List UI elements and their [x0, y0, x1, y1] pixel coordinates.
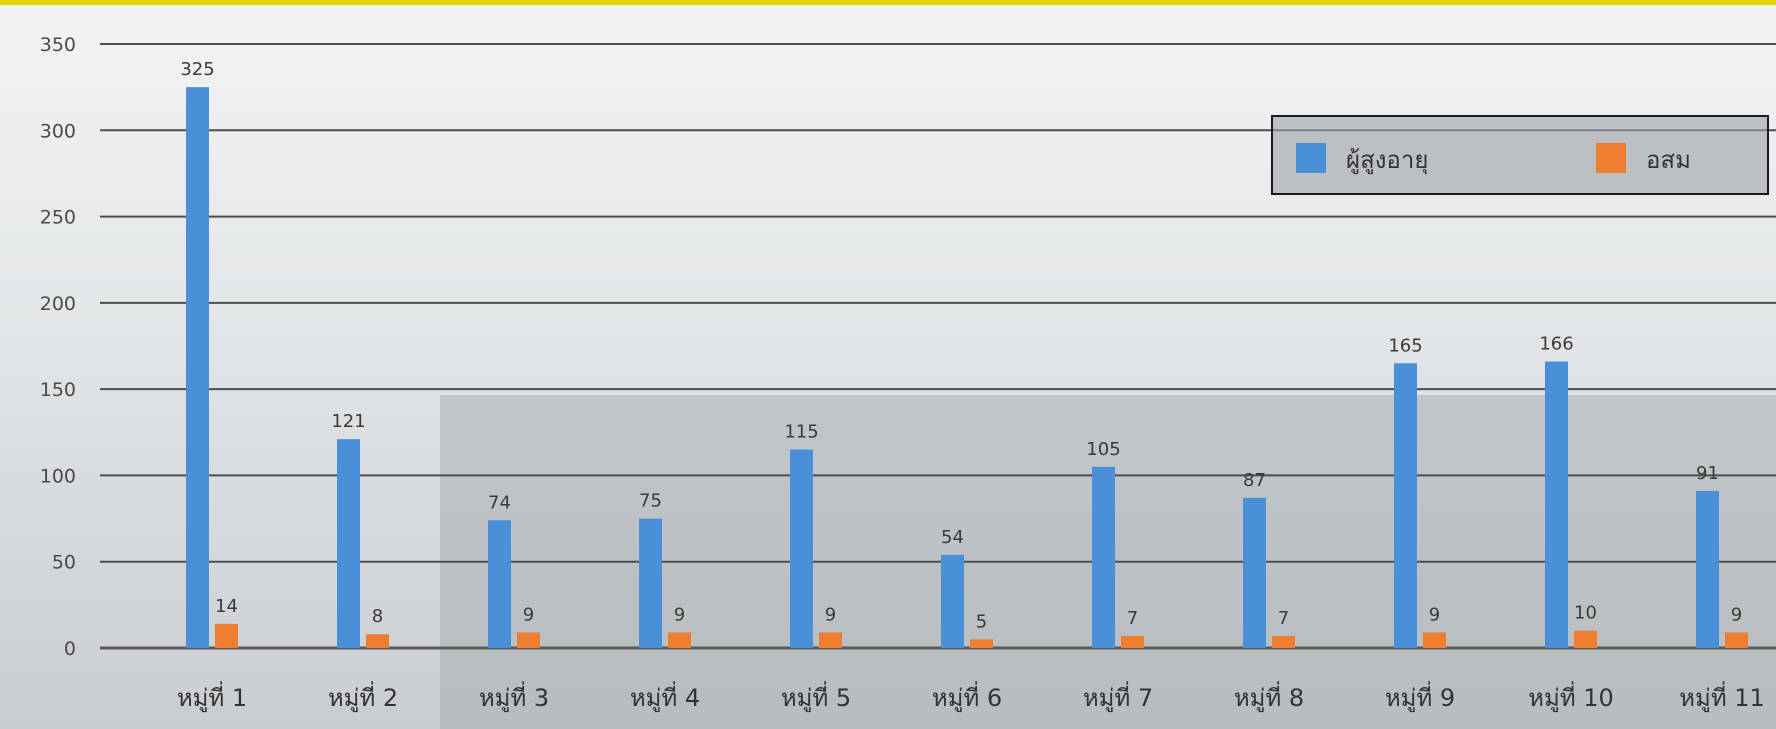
top-border [0, 0, 1776, 5]
category-label: หมู่ที่ 11 [1679, 681, 1765, 713]
value-label-elderly: 115 [784, 422, 818, 443]
bar-volunteers [819, 632, 842, 648]
value-label-volunteers: 9 [1429, 604, 1440, 625]
category-label: หมู่ที่ 2 [328, 681, 398, 713]
category-label: หมู่ที่ 3 [479, 681, 549, 713]
data-labels: 325 14 121 8 74 9 75 9 115 9 54 5 105 7 87 7 165 9 166 10 91… [180, 59, 1742, 632]
category-label: หมู่ที่ 1 [177, 681, 247, 713]
value-label-volunteers: 7 [1278, 608, 1289, 629]
value-label-volunteers: 10 [1574, 603, 1597, 624]
bar-volunteers [517, 632, 540, 648]
value-label-volunteers: 9 [523, 604, 534, 625]
category-label: หมู่ที่ 5 [781, 681, 851, 713]
y-tick-label: 200 [40, 293, 76, 315]
legend-label-volunteers: อสม [1646, 146, 1691, 174]
bar-volunteers [1272, 635, 1295, 648]
bar-elderly [186, 87, 209, 648]
value-label-elderly: 165 [1388, 335, 1422, 356]
category-label: หมู่ที่ 7 [1083, 681, 1153, 713]
value-label-elderly: 105 [1086, 439, 1120, 460]
value-label-elderly: 74 [488, 492, 511, 513]
value-label-elderly: 91 [1696, 463, 1719, 484]
bar-elderly [488, 520, 511, 648]
value-label-elderly: 87 [1243, 470, 1266, 491]
bar-elderly [941, 554, 964, 648]
legend-label-elderly: ผู้สูงอายุ [1346, 146, 1428, 175]
bar-elderly [337, 439, 360, 648]
bar-volunteers [366, 634, 389, 648]
bar-volunteers [215, 623, 238, 648]
value-label-volunteers: 9 [1731, 604, 1742, 625]
value-label-volunteers: 7 [1127, 608, 1138, 629]
bar-volunteers [1725, 632, 1748, 648]
bar-elderly [1394, 363, 1417, 648]
category-label: หมู่ที่ 10 [1528, 681, 1614, 713]
value-label-elderly: 325 [180, 59, 214, 80]
value-label-volunteers: 9 [674, 604, 685, 625]
y-tick-label: 0 [64, 638, 76, 660]
y-tick-label: 250 [40, 207, 76, 229]
legend-box [1271, 115, 1769, 195]
bars [186, 87, 1748, 648]
value-label-elderly: 166 [1539, 334, 1573, 355]
legend-swatch-elderly [1296, 143, 1326, 173]
value-label-volunteers: 9 [825, 604, 836, 625]
bar-volunteers [1121, 635, 1144, 648]
value-label-elderly: 54 [941, 527, 964, 548]
bar-volunteers [1574, 630, 1597, 648]
bar-elderly [1545, 361, 1568, 648]
bar-volunteers [668, 632, 691, 648]
value-label-elderly: 121 [331, 411, 365, 432]
y-axis-ticks: 0 50 100 150 200 250 300 350 [40, 34, 76, 660]
category-label: หมู่ที่ 6 [932, 681, 1002, 713]
bar-elderly [639, 518, 662, 648]
bar-elderly [1696, 490, 1719, 648]
value-label-volunteers: 14 [215, 596, 238, 617]
x-axis-categories: หมู่ที่ 1 หมู่ที่ 2 หมู่ที่ 3 หมู่ที่ 4 หมู่… [177, 681, 1765, 713]
category-label: หมู่ที่ 4 [630, 681, 700, 713]
value-label-volunteers: 8 [372, 606, 383, 627]
bar-volunteers [970, 639, 993, 648]
legend-swatch-volunteers [1596, 143, 1626, 173]
bar-elderly [1243, 497, 1266, 648]
y-tick-label: 50 [52, 552, 76, 574]
bar-volunteers [1423, 632, 1446, 648]
y-tick-label: 350 [40, 34, 76, 56]
y-tick-label: 100 [40, 465, 76, 487]
legend: ผู้สูงอายุ อสม [1271, 115, 1769, 195]
value-label-volunteers: 5 [976, 611, 987, 632]
y-tick-label: 300 [40, 120, 76, 142]
bar-elderly [790, 449, 813, 648]
category-label: หมู่ที่ 8 [1234, 681, 1304, 713]
value-label-elderly: 75 [639, 491, 662, 512]
category-label: หมู่ที่ 9 [1385, 681, 1455, 713]
bar-elderly [1092, 466, 1115, 648]
y-tick-label: 150 [40, 379, 76, 401]
